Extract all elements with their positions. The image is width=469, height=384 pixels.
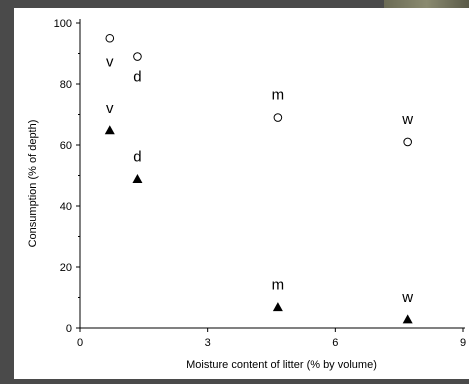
y-axis-title: Consumption (% of depth) [27, 120, 39, 248]
x-axis-title: Moisture content of litter (% by volume) [186, 359, 377, 371]
triangle-point [104, 125, 115, 135]
triangle-point [402, 314, 413, 324]
point-label: d [133, 149, 141, 166]
y-tick-label: 0 [66, 323, 72, 335]
circle-point [403, 137, 412, 147]
triangle-point [132, 174, 143, 184]
point-labels: v d m w v d m w [106, 53, 413, 306]
point-label: v [106, 100, 114, 117]
circle-point [133, 52, 142, 61]
data-marks [104, 33, 413, 324]
circle-point [273, 113, 283, 122]
x-tick-label: 0 [77, 337, 83, 349]
point-label: w [401, 111, 413, 128]
y-tick-label: 40 [60, 201, 72, 213]
chart-panel: 0 20 40 60 80 100 0 3 6 9 v d m w v d m w Moisture conte… [14, 8, 469, 379]
background-photo-edge [384, 0, 469, 8]
point-label: m [272, 87, 285, 104]
x-tick-label: 3 [205, 337, 211, 349]
scatter-chart: 0 20 40 60 80 100 0 3 6 9 v d m w v d m w Moisture conte… [27, 18, 466, 371]
x-tick-label: 6 [332, 337, 338, 349]
ticks: 0 20 40 60 80 100 0 3 6 9 [54, 18, 466, 349]
axes [79, 19, 465, 329]
point-label: v [106, 53, 114, 70]
point-label: w [401, 289, 413, 306]
circle-point [105, 33, 115, 43]
y-tick-label: 60 [60, 140, 72, 152]
y-tick-label: 20 [60, 262, 72, 274]
y-tick-label: 100 [54, 18, 72, 30]
point-label: m [272, 277, 285, 294]
y-tick-label: 80 [60, 79, 72, 91]
triangle-point [272, 302, 283, 312]
x-tick-label: 9 [460, 337, 466, 349]
point-label: d [133, 69, 141, 86]
